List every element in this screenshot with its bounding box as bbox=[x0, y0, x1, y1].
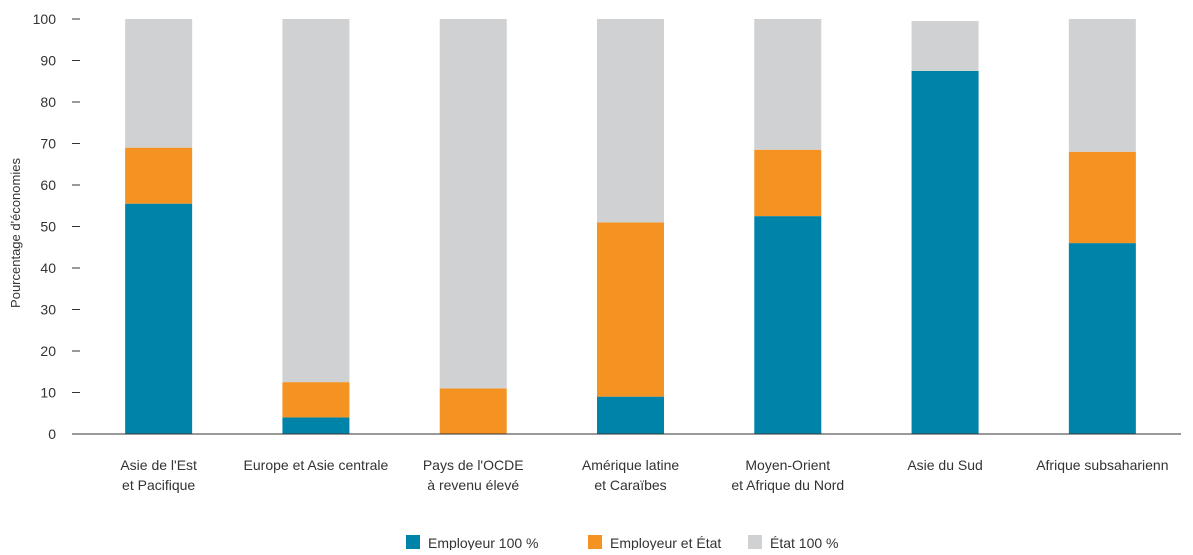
bar-segment bbox=[754, 216, 822, 434]
bar-segment bbox=[597, 222, 664, 397]
x-tick-label: Afrique subsaharienn bbox=[1036, 457, 1168, 473]
bar-segment bbox=[439, 388, 507, 434]
bar-segment bbox=[597, 396, 664, 434]
bar-segment bbox=[282, 417, 350, 434]
bar-segment bbox=[754, 19, 822, 150]
x-tick-label: Moyen-Orient bbox=[745, 457, 830, 473]
bar-segment bbox=[1068, 151, 1136, 244]
x-tick-label: et Caraïbes bbox=[594, 477, 666, 493]
bar-segment bbox=[597, 19, 664, 223]
legend-label: Employeur et État bbox=[610, 535, 721, 550]
y-tick-label: 0 bbox=[48, 426, 56, 442]
legend-label: Employeur 100 % bbox=[428, 535, 539, 550]
y-axis-title: Pourcentage d'économies bbox=[8, 158, 23, 308]
legend-swatch bbox=[588, 535, 602, 549]
bar-segment bbox=[282, 382, 350, 418]
x-axis-labels: Asie de l'Est et Pacifique Europe et Asie … bbox=[120, 457, 1168, 493]
bars bbox=[125, 19, 1136, 434]
x-tick-label: Europe et Asie centrale bbox=[244, 457, 389, 473]
bar-segment bbox=[911, 70, 979, 434]
y-tick-label: 30 bbox=[40, 302, 56, 318]
legend-swatch bbox=[748, 535, 762, 549]
y-tick-label: 70 bbox=[40, 136, 56, 152]
bar-segment bbox=[754, 149, 822, 217]
y-tick-label: 100 bbox=[33, 11, 57, 27]
bar-segment bbox=[125, 203, 193, 434]
x-tick-label: et Afrique du Nord bbox=[731, 477, 844, 493]
bar-segment bbox=[1068, 19, 1136, 152]
bar-segment bbox=[439, 19, 507, 389]
bar-segment bbox=[911, 21, 979, 71]
x-tick-label: Asie du Sud bbox=[907, 457, 983, 473]
x-tick-label: à revenu élevé bbox=[427, 477, 519, 493]
y-tick-label: 50 bbox=[40, 219, 56, 235]
legend-swatch bbox=[406, 535, 420, 549]
y-tick-label: 40 bbox=[40, 260, 56, 276]
bar-segment bbox=[1068, 243, 1136, 434]
x-tick-label: Asie de l'Est bbox=[120, 457, 197, 473]
legend-label: État 100 % bbox=[770, 535, 839, 550]
x-tick-label: et Pacifique bbox=[122, 477, 195, 493]
y-tick-label: 20 bbox=[40, 343, 56, 359]
legend: Employeur 100 % Employeur et État État 100… bbox=[406, 535, 839, 551]
y-tick-label: 10 bbox=[40, 385, 56, 401]
x-tick-label: Pays de l'OCDE bbox=[423, 457, 524, 473]
bar-segment bbox=[125, 19, 193, 148]
y-axis-ticks: 0 10 20 30 40 50 60 70 80 90 100 bbox=[33, 11, 80, 442]
y-tick-label: 60 bbox=[40, 177, 56, 193]
y-tick-label: 90 bbox=[40, 53, 56, 69]
y-tick-label: 80 bbox=[40, 94, 56, 110]
x-tick-label: Amérique latine bbox=[582, 457, 679, 473]
bar-segment bbox=[282, 19, 350, 383]
y-axis-title-group: Pourcentage d'économies bbox=[8, 158, 23, 308]
bar-segment bbox=[125, 147, 193, 204]
